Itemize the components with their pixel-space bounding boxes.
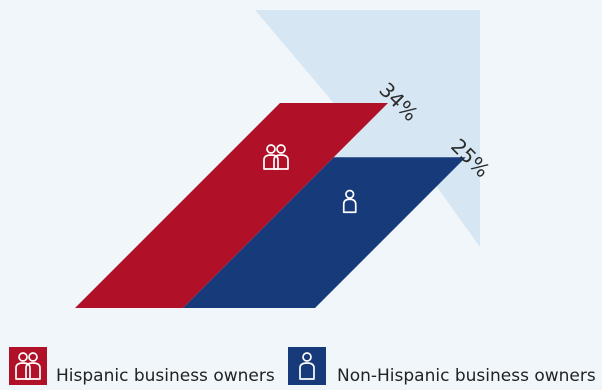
- legend-swatch-hispanic: [9, 347, 47, 385]
- bar-non-hispanic-business-owners: [183, 157, 466, 308]
- two-people-icon: [15, 352, 41, 380]
- growth-arrow-shape: [183, 10, 480, 308]
- bar-hispanic-business-owners: [75, 103, 388, 308]
- chart-canvas: 34% 25%: [75, 10, 495, 308]
- two-people-icon: [263, 144, 289, 170]
- legend-swatch-non-hispanic: [288, 347, 326, 385]
- person-icon: [299, 352, 315, 380]
- legend-label-hispanic: Hispanic business owners: [56, 366, 275, 386]
- person-icon: [342, 189, 357, 214]
- legend-label-non-hispanic: Non-Hispanic business owners: [337, 366, 596, 386]
